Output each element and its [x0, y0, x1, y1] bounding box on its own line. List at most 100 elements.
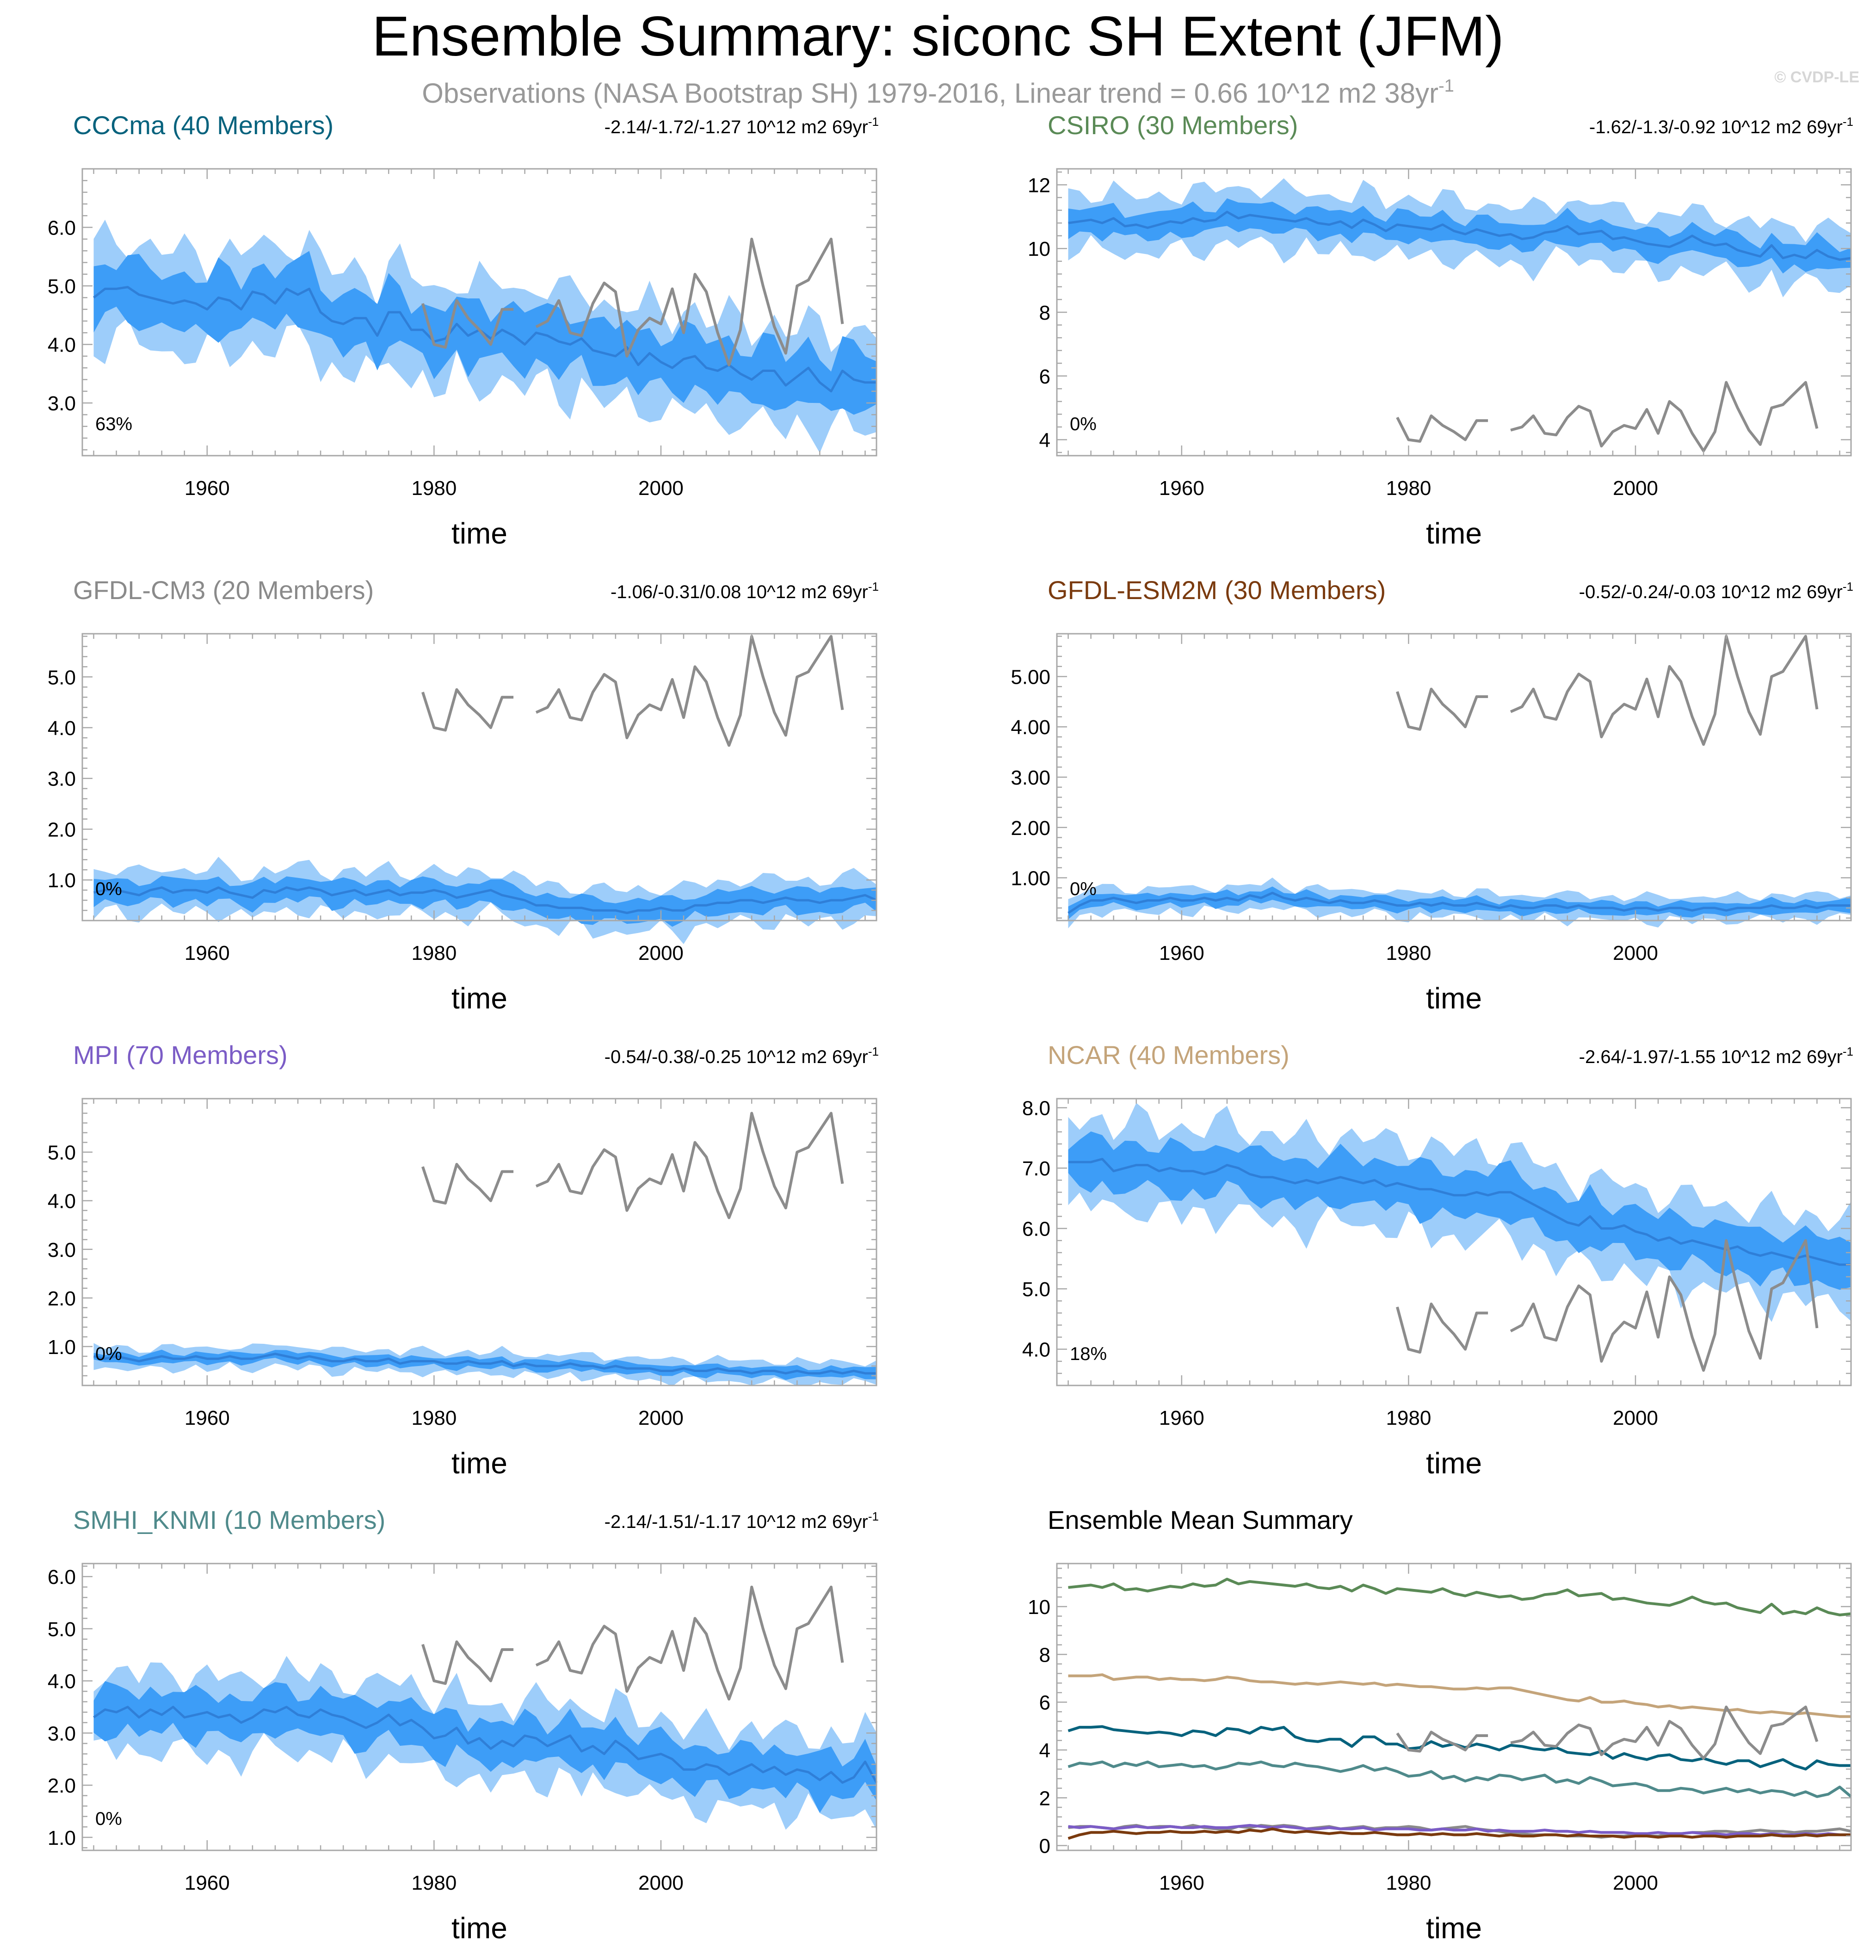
panel-title: CSIRO (30 Members): [1048, 111, 1298, 140]
y-tick-label: 4.0: [48, 1670, 76, 1693]
panel-csiro: CSIRO (30 Members) -1.62/-1.3/-0.92 10^12…: [1028, 111, 1853, 550]
x-tick-label: 1980: [1386, 1872, 1431, 1894]
panel-title: GFDL-CM3 (20 Members): [73, 575, 374, 605]
panel-title: MPI (70 Members): [73, 1040, 288, 1070]
y-tick-label: 4.0: [48, 1190, 76, 1213]
plot-frame: [81, 1098, 877, 1386]
y-tick-label: 1.0: [48, 1336, 76, 1359]
percent-label: 63%: [95, 414, 132, 434]
y-tick-label: 2.0: [48, 1775, 76, 1797]
plot-frame: [1056, 633, 1852, 921]
x-tick-label: 1960: [1159, 477, 1204, 500]
panel-title: GFDL-ESM2M (30 Members): [1048, 575, 1386, 605]
y-tick-label: 4.0: [48, 717, 76, 740]
y-tick-label: 3.0: [48, 392, 76, 415]
ensemble-mean-line: [1068, 1158, 1851, 1266]
y-tick-label: 2.00: [1011, 817, 1050, 840]
x-tick-label: 1980: [411, 942, 457, 965]
x-axis-label: time: [451, 1447, 507, 1480]
panel-trend: -2.64/-1.97/-1.55 10^12 m2 69yr-1: [1579, 1045, 1853, 1067]
panel-trend: -1.06/-0.31/0.08 10^12 m2 69yr-1: [611, 580, 879, 602]
ensemble-iqr-band: [93, 1681, 876, 1813]
percent-label: 18%: [1070, 1344, 1107, 1364]
y-tick-label: 0: [1039, 1835, 1050, 1858]
x-tick-label: 2000: [638, 942, 684, 965]
x-tick-label: 2000: [638, 477, 684, 500]
ensemble-mean-line: [1068, 210, 1851, 261]
percent-label: 0%: [1070, 879, 1097, 899]
y-tick-label: 4: [1039, 1739, 1050, 1762]
ensemble-mean-line: [1068, 891, 1851, 914]
ensemble-iqr-band: [1068, 1131, 1851, 1290]
x-tick-label: 1960: [1159, 1872, 1204, 1894]
x-axis-label: time: [1426, 1911, 1482, 1945]
mean-line-ncar: [1068, 1673, 1851, 1718]
x-axis-label: time: [451, 1911, 507, 1945]
panel-gfdl-esm2m: GFDL-ESM2M (30 Members) -0.52/-0.24/-0.03…: [1011, 575, 1853, 1015]
y-tick-label: 2.0: [48, 1287, 76, 1310]
y-tick-label: 6: [1039, 365, 1050, 388]
x-tick-label: 1980: [411, 1407, 457, 1429]
y-tick-label: 10: [1028, 238, 1050, 260]
y-tick-label: 8: [1039, 302, 1050, 324]
y-tick-label: 3.00: [1011, 767, 1050, 789]
x-tick-label: 1980: [411, 477, 457, 500]
y-tick-label: 4: [1039, 429, 1050, 452]
subtitle-superscript: -1: [1438, 76, 1454, 96]
x-axis-label: time: [1426, 1447, 1482, 1480]
percent-label: 0%: [95, 1809, 122, 1829]
y-tick-label: 8: [1039, 1644, 1050, 1666]
y-tick-label: 5.0: [1022, 1278, 1050, 1301]
y-tick-label: 5.0: [48, 275, 76, 298]
y-tick-label: 4.00: [1011, 716, 1050, 739]
percent-label: 0%: [95, 879, 122, 899]
y-tick-label: 1.0: [48, 869, 76, 892]
observations-line: [1396, 1706, 1819, 1760]
panel-gfdl-cm3: GFDL-CM3 (20 Members) -1.06/-0.31/0.08 10…: [48, 575, 879, 1015]
panel-title: SMHI_KNMI (10 Members): [73, 1505, 385, 1534]
mean-line-mpi: [1068, 1824, 1851, 1836]
ensemble-mean-line: [93, 1706, 878, 1784]
figure-subtitle: Observations (NASA Bootstrap SH) 1979-20…: [422, 76, 1454, 109]
x-tick-label: 1980: [1386, 942, 1431, 965]
ensemble-mean-line: [93, 886, 877, 914]
y-tick-label: 1.0: [48, 1827, 76, 1849]
y-tick-label: 6: [1039, 1692, 1050, 1714]
panels: CCCma (40 Members) -2.14/-1.72/-1.27 10^1…: [48, 111, 1853, 1945]
y-tick-label: 3.0: [48, 1239, 76, 1261]
panel-trend: -2.14/-1.72/-1.27 10^12 m2 69yr-1: [605, 115, 879, 137]
y-tick-label: 2.0: [48, 818, 76, 841]
x-tick-label: 2000: [638, 1407, 684, 1429]
mean-line-csiro: [1068, 1577, 1851, 1617]
y-tick-label: 4.0: [48, 334, 76, 357]
y-tick-label: 10: [1028, 1596, 1050, 1619]
observations-line: [421, 1112, 844, 1219]
y-tick-label: 5.0: [48, 666, 76, 689]
x-tick-label: 2000: [1613, 477, 1658, 500]
panel-trend: -1.62/-1.3/-0.92 10^12 m2 69yr-1: [1589, 115, 1853, 137]
percent-label: 0%: [1070, 414, 1097, 434]
panel-trend: -0.54/-0.38/-0.25 10^12 m2 69yr-1: [605, 1045, 879, 1067]
y-tick-label: 5.0: [48, 1142, 76, 1164]
x-tick-label: 2000: [1613, 942, 1658, 965]
figure-title: Ensemble Summary: siconc SH Extent (JFM): [372, 5, 1504, 68]
subtitle-text: Observations (NASA Bootstrap SH) 1979-20…: [422, 78, 1438, 109]
watermark: © CVDP-LE: [1774, 68, 1859, 86]
y-tick-label: 3.0: [48, 768, 76, 791]
y-tick-label: 5.00: [1011, 666, 1050, 688]
x-tick-label: 1960: [185, 1407, 230, 1429]
panel-ensemble-mean-summary: Ensemble Mean Summary 1960 1980 2000 0 2 4 6 8 10…: [1028, 1505, 1852, 1945]
panel-cccma: CCCma (40 Members) -2.14/-1.72/-1.27 10^1…: [48, 111, 879, 550]
y-tick-label: 8.0: [1022, 1097, 1050, 1120]
x-axis-label: time: [1426, 982, 1482, 1015]
observations-line: [421, 237, 844, 366]
panel-smhi-knmi: SMHI_KNMI (10 Members) -2.14/-1.51/-1.17 …: [48, 1505, 879, 1945]
y-tick-label: 3.0: [48, 1722, 76, 1745]
x-tick-label: 1960: [185, 1872, 230, 1894]
x-tick-label: 1980: [1386, 1407, 1431, 1429]
observations-line: [1396, 1239, 1819, 1372]
y-tick-label: 6.0: [1022, 1218, 1050, 1241]
y-tick-label: 1.00: [1011, 867, 1050, 890]
panel-title: NCAR (40 Members): [1048, 1040, 1290, 1070]
